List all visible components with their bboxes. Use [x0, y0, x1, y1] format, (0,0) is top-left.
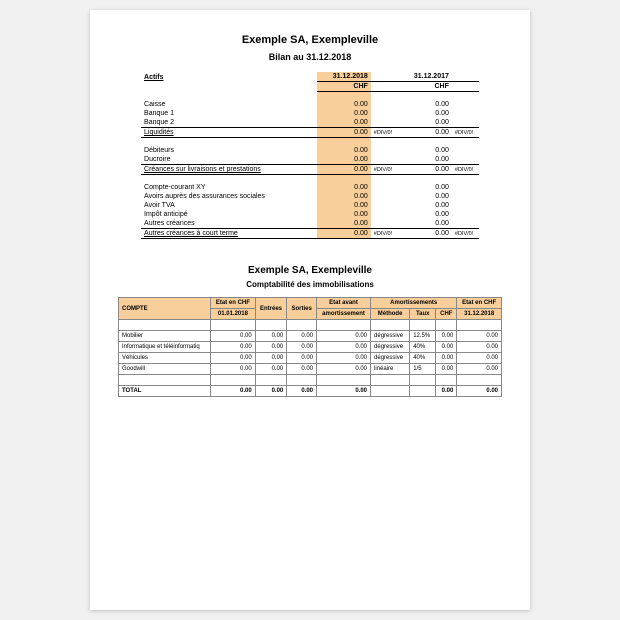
row-caisse: Caisse: [141, 100, 317, 109]
row-liquidites: Liquidités: [141, 128, 317, 138]
col2-date: 31.12.2017: [398, 72, 452, 82]
h-compte: COMPTE: [119, 298, 211, 320]
row-autres-cr-ct: Autres créances à court terme: [141, 229, 317, 239]
fa-total-row: TOTAL 0.00 0.00 0.00 0.00 0.00 0.00: [119, 386, 502, 397]
fa-company: Exemple SA, Exempleville: [118, 265, 502, 276]
fa-row: Mobilier 0.00 0.00 0.00 0.00 dégressive …: [119, 331, 502, 342]
fa-row: Goodwill 0.00 0.00 0.00 0.00 linéaire 1/…: [119, 364, 502, 375]
row-debiteurs: Débiteurs: [141, 146, 317, 155]
row-ccxy: Compte-courant XY: [141, 183, 317, 192]
fa-title: Comptabilité des immobilisations: [118, 280, 502, 289]
h-etat-avant: Etat avant: [317, 298, 371, 309]
h-etat-close: Etat en CHF: [457, 298, 502, 309]
actifs-header: Actifs: [141, 72, 317, 82]
bilan-title: Bilan au 31.12.2018: [118, 52, 502, 62]
row-impot-ant: Impôt anticipé: [141, 210, 317, 219]
col1-curr: CHF: [317, 82, 371, 92]
row-autres-cr: Autres créances: [141, 219, 317, 229]
fixed-assets-section: Exemple SA, Exempleville Comptabilité de…: [118, 265, 502, 397]
h-chf: CHF: [436, 309, 457, 320]
h-etat-open: Etat en CHF: [211, 298, 256, 309]
row-avoirs-soc: Avoirs auprès des assurances sociales: [141, 192, 317, 201]
col1-date: 31.12.2018: [317, 72, 371, 82]
balance-sheet-table: Actifs 31.12.2018 31.12.2017 CHF CHF Cai…: [141, 72, 479, 239]
h-date-open: 01.01.2018: [211, 309, 256, 320]
fa-row: Véhicules 0.00 0.00 0.00 0.00 dégressive…: [119, 353, 502, 364]
h-taux: Taux: [410, 309, 436, 320]
fa-row: Informatique et téléinformatiq 0.00 0.00…: [119, 342, 502, 353]
row-avoir-tva: Avoir TVA: [141, 201, 317, 210]
h-amort-l2: amortissement: [317, 309, 371, 320]
fixed-assets-table: COMPTE Etat en CHF Entrées Sorties Etat …: [118, 297, 502, 397]
h-amort: Amortissements: [371, 298, 457, 309]
h-date-close: 31.12.2018: [457, 309, 502, 320]
row-ducroire: Ducroire: [141, 155, 317, 165]
company-title: Exemple SA, Exempleville: [118, 34, 502, 46]
h-entrees: Entrées: [255, 298, 287, 320]
row-banque1: Banque 1: [141, 109, 317, 118]
h-sorties: Sorties: [287, 298, 317, 320]
document-page: Exemple SA, Exempleville Bilan au 31.12.…: [90, 10, 530, 610]
h-methode: Méthode: [371, 309, 410, 320]
row-creances-liv: Créances sur livraisons et prestations: [141, 165, 317, 175]
col2-curr: CHF: [398, 82, 452, 92]
row-banque2: Banque 2: [141, 118, 317, 128]
